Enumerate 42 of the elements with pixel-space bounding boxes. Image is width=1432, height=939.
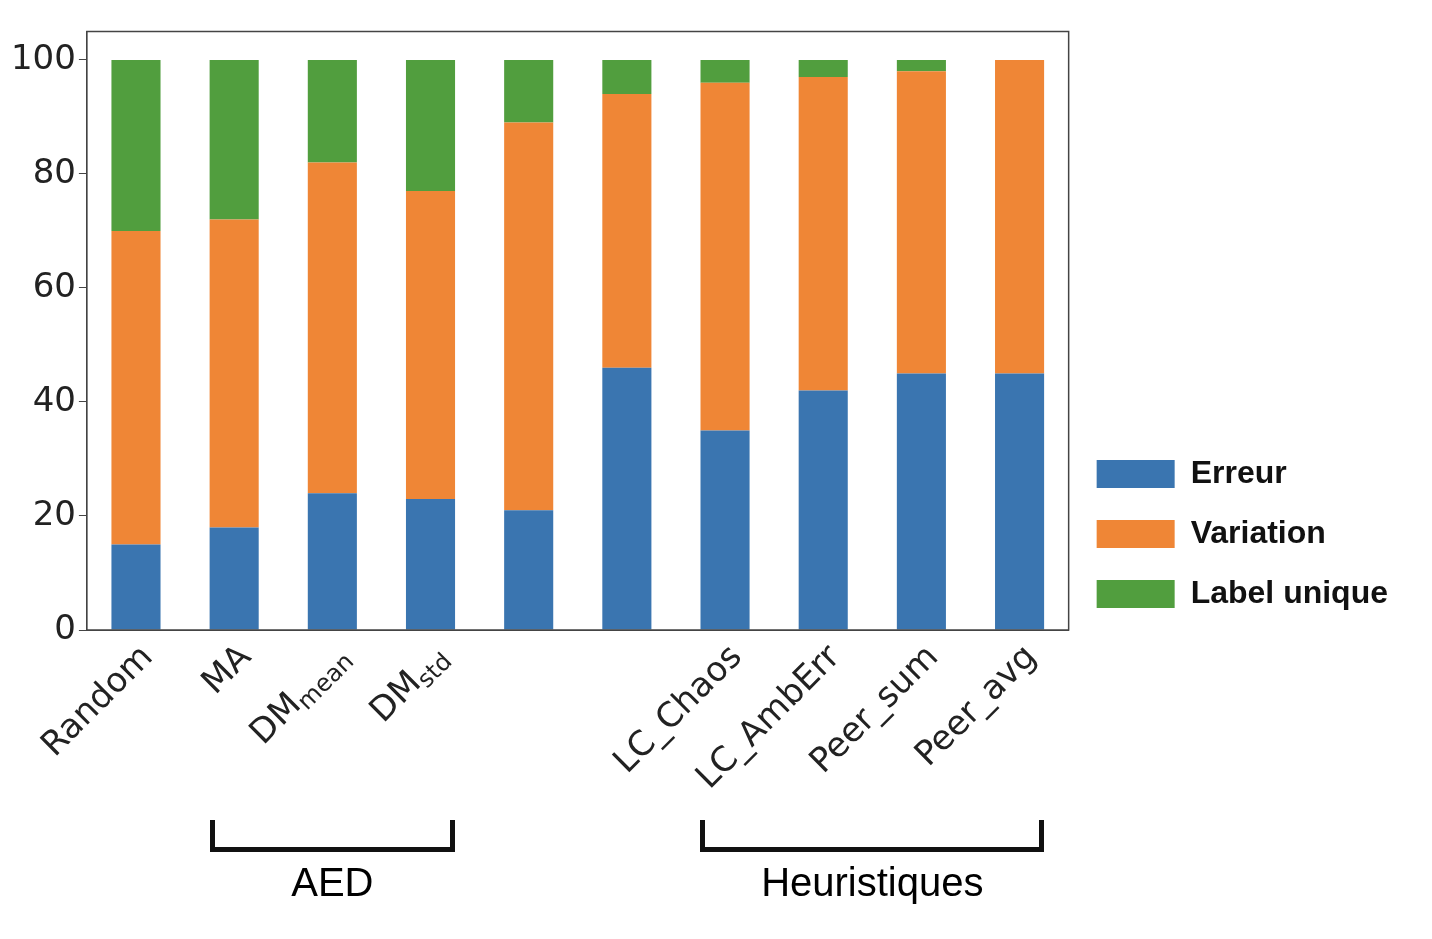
- bar: [700, 59, 750, 83]
- bar: [307, 493, 357, 630]
- bar: [307, 162, 357, 494]
- bar: [209, 219, 259, 528]
- x-tick-label: MA: [192, 635, 259, 702]
- y-tick-label: 60: [32, 264, 76, 305]
- bar: [995, 59, 1045, 374]
- bar: [307, 59, 357, 163]
- bar: [504, 122, 554, 511]
- text: Heuristiques: [760, 860, 985, 905]
- x-tick-label: DMstd: [360, 647, 458, 730]
- y-tick-label: 40: [32, 378, 76, 419]
- bar: [602, 94, 652, 368]
- bar: [798, 390, 848, 630]
- bar: [896, 373, 946, 630]
- legend-label: Erreur: [1190, 453, 1287, 490]
- text: AED: [290, 860, 375, 905]
- bar: [209, 59, 259, 220]
- bar: [995, 373, 1045, 630]
- y-tick-label: 20: [32, 492, 76, 533]
- bar: [209, 527, 259, 630]
- legend-label: Variation: [1190, 513, 1326, 550]
- bar: [896, 71, 946, 374]
- bar: [602, 59, 652, 95]
- bar: [405, 498, 456, 630]
- bar: [504, 59, 554, 123]
- bar: [896, 59, 946, 72]
- y-tick-label: 100: [10, 36, 76, 77]
- bar: [798, 59, 848, 78]
- bar: [602, 367, 652, 630]
- bar: [405, 191, 456, 499]
- legend-label: Label unique: [1190, 573, 1388, 610]
- bar: [111, 544, 161, 630]
- y-tick-label: 0: [54, 606, 76, 647]
- y-tick-label: 80: [32, 150, 76, 191]
- bar: [111, 59, 161, 231]
- bar: [111, 230, 161, 545]
- bar: [405, 59, 456, 192]
- bar: [504, 510, 554, 630]
- bar: [798, 77, 848, 391]
- bar: [700, 82, 750, 431]
- bar: [700, 430, 750, 630]
